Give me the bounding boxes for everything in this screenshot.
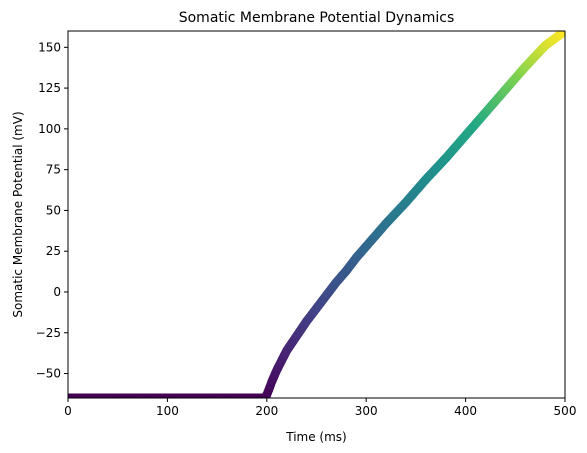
- chart-title: Somatic Membrane Potential Dynamics: [179, 10, 455, 26]
- y-axis-ticks: −50 −25 0 25 50 75 100 125 150: [36, 40, 68, 381]
- y-tick-label: 100: [38, 122, 61, 136]
- data-point: [560, 31, 565, 36]
- x-tick-label: 500: [554, 404, 577, 418]
- scatter-points: [68, 31, 565, 398]
- y-tick-label: 0: [53, 285, 61, 299]
- plot-frame: [67, 30, 566, 399]
- y-tick-label: 125: [38, 81, 61, 95]
- x-tick-label: 300: [355, 404, 378, 418]
- y-tick-label: −50: [36, 367, 61, 381]
- y-tick-label: 150: [38, 40, 61, 54]
- y-tick-label: 50: [46, 203, 61, 217]
- x-tick-label: 400: [454, 404, 477, 418]
- y-tick-label: −25: [36, 326, 61, 340]
- x-tick-label: 200: [255, 404, 278, 418]
- x-axis-label: Time (ms): [285, 430, 347, 444]
- y-axis-label: Somatic Membrane Potential (mV): [11, 111, 25, 317]
- x-axis-ticks: 0 100 200 300 400 500: [64, 398, 576, 418]
- x-tick-label: 0: [64, 404, 72, 418]
- y-tick-label: 75: [46, 163, 61, 177]
- x-tick-label: 100: [156, 404, 179, 418]
- y-tick-label: 25: [46, 244, 61, 258]
